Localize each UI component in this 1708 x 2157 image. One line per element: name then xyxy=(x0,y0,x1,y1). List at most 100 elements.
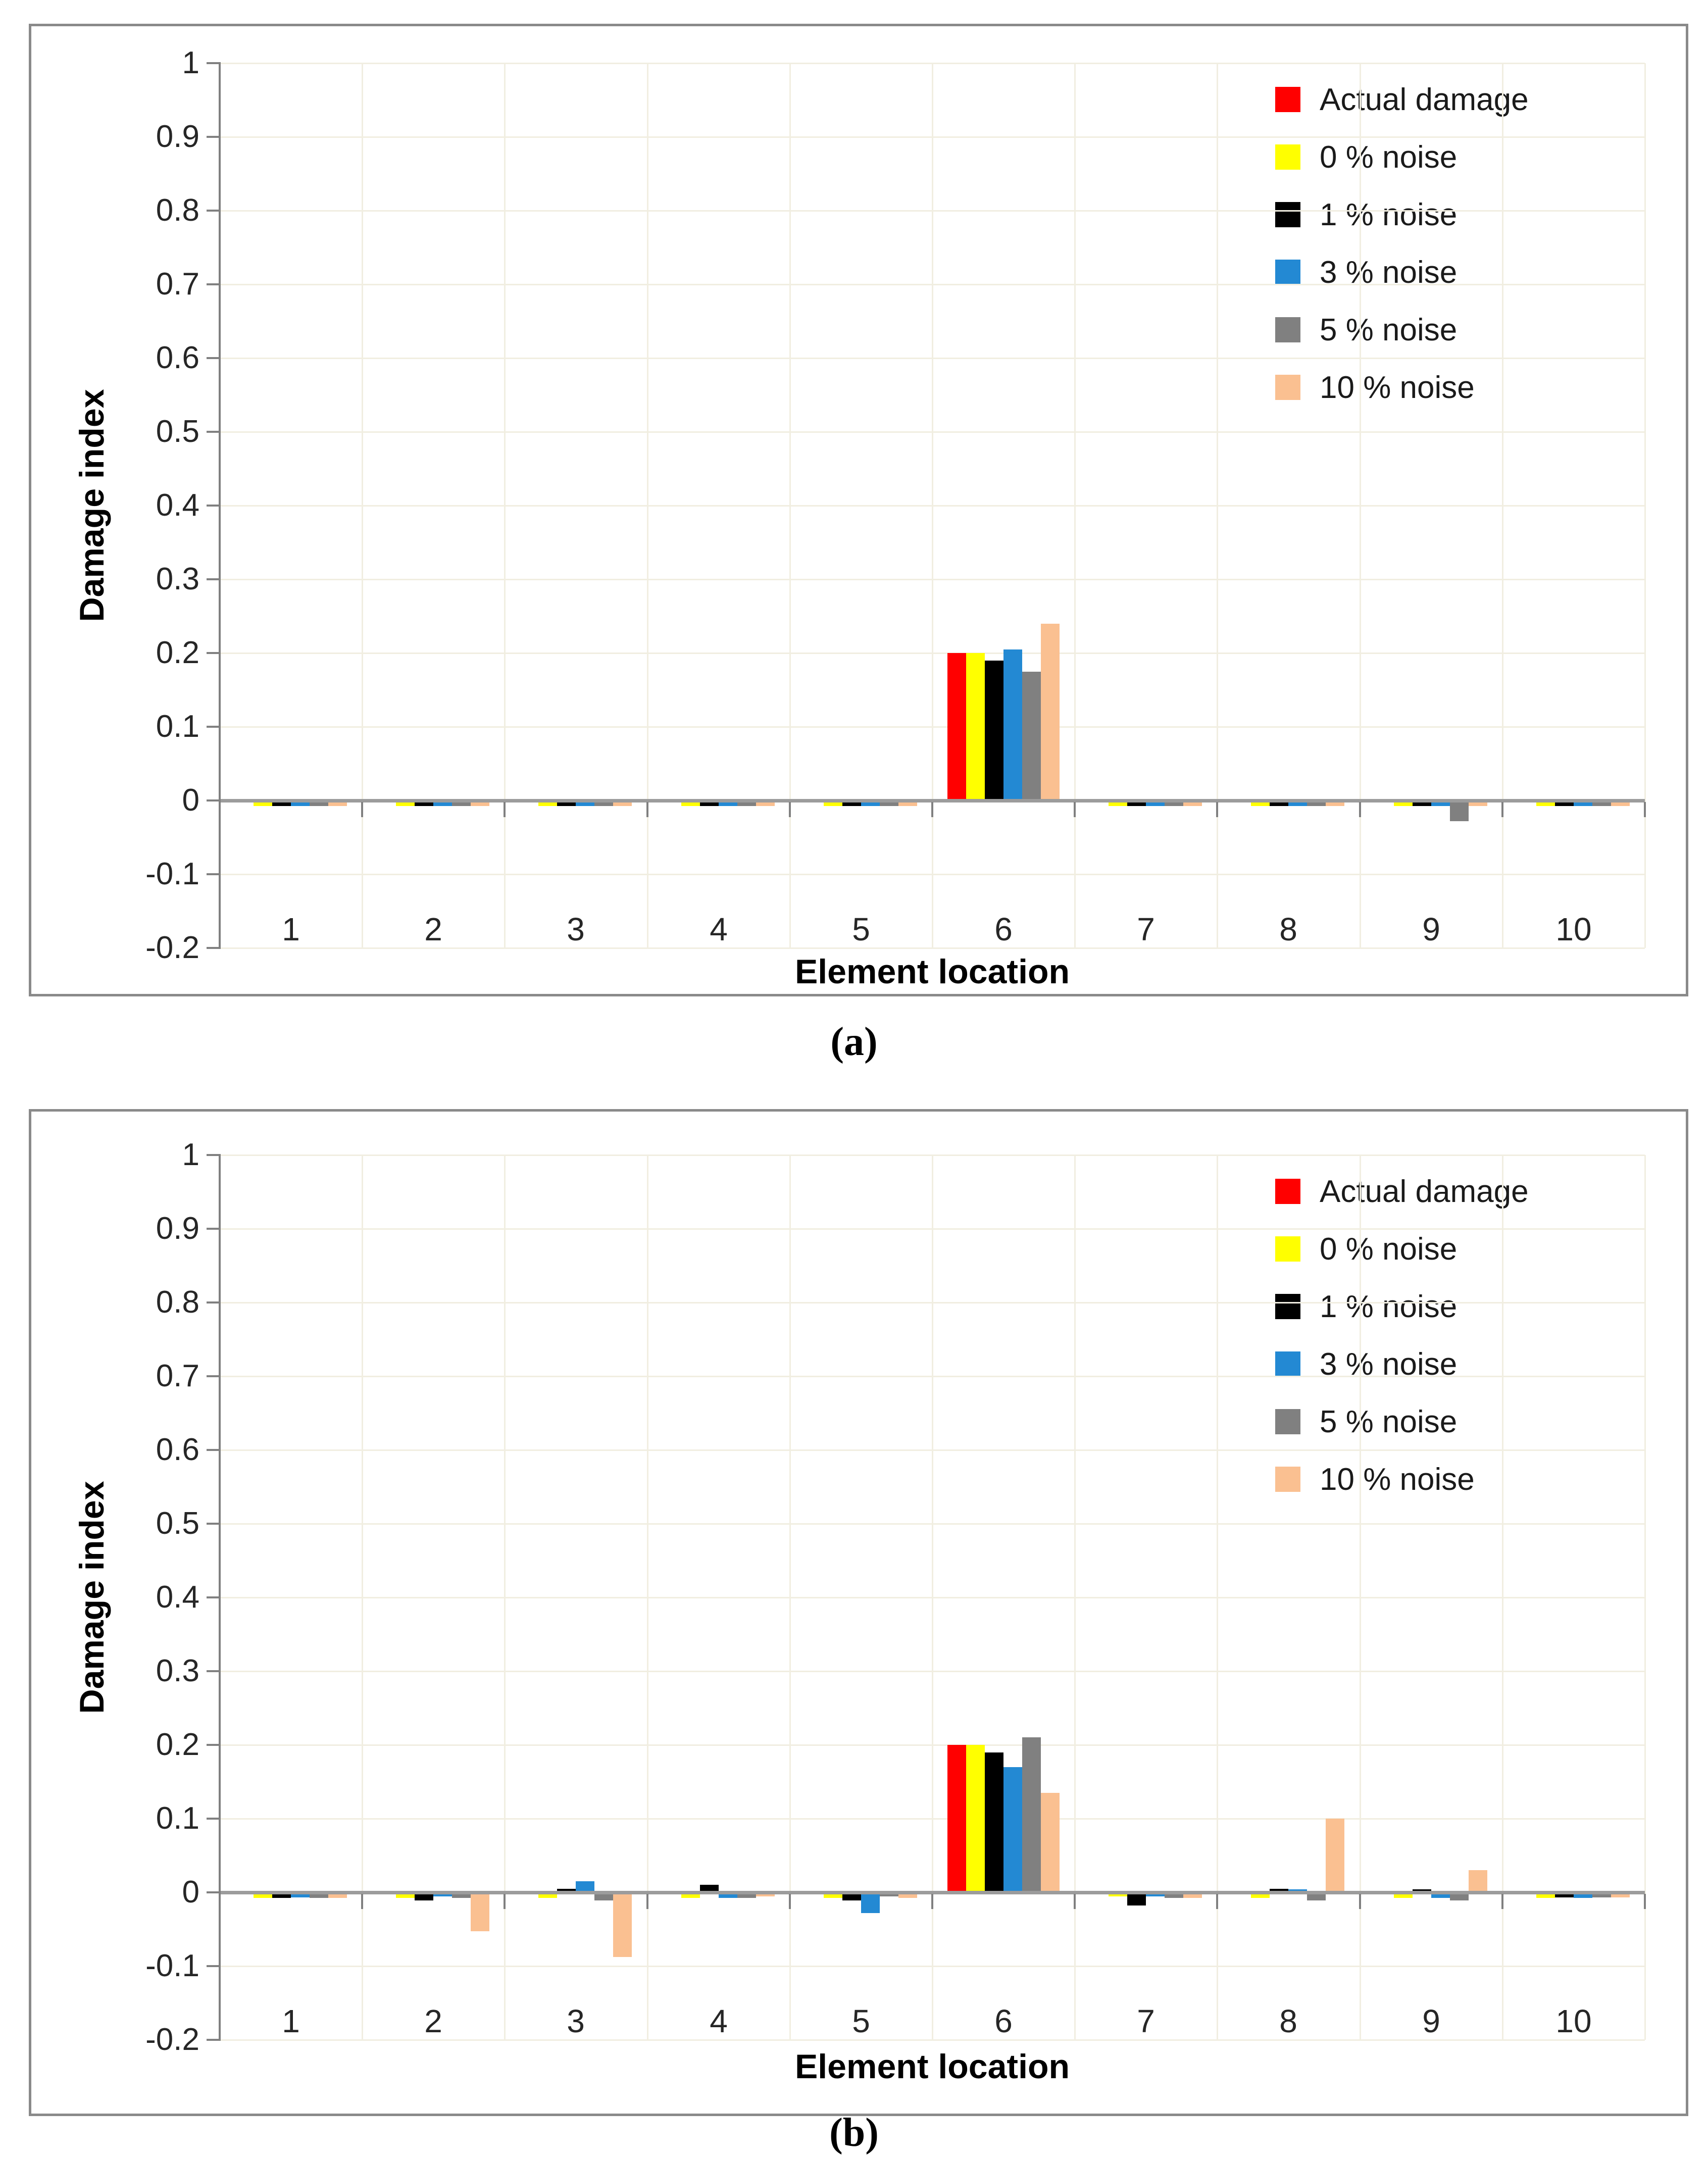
x-tick xyxy=(1501,802,1503,817)
bar xyxy=(824,1894,842,1898)
zero-axis-line xyxy=(220,1891,1645,1894)
bar xyxy=(471,802,489,806)
bar xyxy=(291,1894,310,1897)
legend-label: Actual damage xyxy=(1320,1174,1529,1209)
y-tick-label: 0.9 xyxy=(156,1211,199,1246)
bar xyxy=(1022,1737,1041,1892)
bar xyxy=(1469,802,1487,806)
bar xyxy=(947,1745,966,1892)
y-tick-label: 1 xyxy=(182,45,199,80)
y-tick xyxy=(207,873,219,875)
gridline-v xyxy=(932,63,933,948)
legend: Actual damage 0 % noise 1 % noise 3 % noise… xyxy=(1275,1163,1529,1508)
x-tick-label: 1 xyxy=(282,2003,300,2039)
gridline-v xyxy=(1074,1155,1076,2040)
bar xyxy=(254,802,272,806)
y-tick xyxy=(207,1744,219,1746)
bar xyxy=(947,653,966,800)
gridline-v xyxy=(1217,63,1218,948)
bar xyxy=(538,802,557,806)
legend-item: 3 % noise xyxy=(1275,243,1529,301)
y-tick xyxy=(207,1965,219,1967)
y-tick-label: -0.1 xyxy=(145,1948,199,1983)
bar xyxy=(415,1894,433,1900)
x-tick xyxy=(361,802,363,817)
x-tick-label: 2 xyxy=(424,2003,442,2039)
y-tick xyxy=(207,1596,219,1598)
y-tick-label: 0.1 xyxy=(156,1801,199,1836)
y-tick-label: 0.3 xyxy=(156,1653,199,1688)
y-tick-label: 0.6 xyxy=(156,1432,199,1467)
y-tick xyxy=(207,1523,219,1525)
x-tick xyxy=(1074,1894,1076,1909)
bar xyxy=(576,1881,594,1892)
bar xyxy=(1288,802,1307,806)
zero-axis-line xyxy=(220,799,1645,802)
bar xyxy=(842,802,861,806)
gridline-v xyxy=(1502,1155,1503,2040)
x-tick xyxy=(646,1894,648,1909)
bar xyxy=(681,802,700,806)
x-tick-label: 3 xyxy=(567,2003,585,2039)
legend-label: 1 % noise xyxy=(1320,197,1458,232)
y-tick xyxy=(207,1891,219,1893)
gridline-v xyxy=(362,63,363,948)
bar xyxy=(396,1894,415,1898)
bar xyxy=(1251,802,1270,806)
y-axis-line xyxy=(219,1154,221,2041)
bar xyxy=(1450,802,1469,821)
gridline-v xyxy=(362,1155,363,2040)
chart-panel-a: Damage index Element location Actual dam… xyxy=(29,24,1688,996)
gridline-v xyxy=(1360,63,1361,948)
chart-panel-b: Damage index Element location Actual dam… xyxy=(29,1109,1688,2116)
bar xyxy=(1592,1894,1611,1897)
x-tick-label: 1 xyxy=(282,911,300,947)
bar xyxy=(254,1894,272,1898)
x-tick-label: 4 xyxy=(710,2003,728,2039)
x-tick xyxy=(646,802,648,817)
legend-swatch-icon xyxy=(1275,1179,1300,1204)
legend-label: 0 % noise xyxy=(1320,139,1458,175)
legend-label: 5 % noise xyxy=(1320,312,1458,347)
legend-item: Actual damage xyxy=(1275,1163,1529,1220)
bar xyxy=(613,1894,632,1957)
x-tick xyxy=(1501,1894,1503,1909)
bar xyxy=(594,1894,613,1900)
legend-label: 10 % noise xyxy=(1320,1462,1475,1497)
bar xyxy=(1270,1889,1288,1892)
bar xyxy=(1003,649,1022,800)
legend-swatch-icon xyxy=(1275,1351,1300,1377)
bar xyxy=(880,802,898,806)
bar xyxy=(1022,672,1041,800)
x-tick xyxy=(504,1894,506,1909)
x-tick-label: 7 xyxy=(1137,2003,1155,2039)
y-tick xyxy=(207,283,219,285)
caption-b: (b) xyxy=(829,2111,879,2155)
y-tick-label: 0.3 xyxy=(156,562,199,596)
bar xyxy=(1469,1870,1487,1892)
bar xyxy=(1251,1894,1270,1898)
x-tick-label: 3 xyxy=(567,911,585,947)
x-tick-label: 6 xyxy=(994,2003,1013,2039)
x-tick xyxy=(789,802,791,817)
bar xyxy=(1592,802,1611,806)
bar xyxy=(1041,1793,1060,1892)
bar xyxy=(1326,802,1344,806)
x-tick xyxy=(1216,1894,1218,1909)
y-tick xyxy=(207,1154,219,1156)
y-tick xyxy=(207,799,219,801)
x-tick-label: 6 xyxy=(994,911,1013,947)
legend-swatch-icon xyxy=(1275,375,1300,400)
y-tick-label: -0.2 xyxy=(145,930,199,965)
gridline-v xyxy=(1502,63,1503,948)
bar xyxy=(756,1894,775,1896)
x-tick xyxy=(361,1894,363,1909)
bar xyxy=(1536,802,1555,806)
bar xyxy=(824,802,842,806)
y-tick-label: 0.5 xyxy=(156,1506,199,1541)
legend-item: 1 % noise xyxy=(1275,186,1529,243)
gridline-v xyxy=(1360,1155,1361,2040)
gridline-v xyxy=(504,63,506,948)
caption-a: (a) xyxy=(830,1020,878,1064)
gridline-v xyxy=(1074,63,1076,948)
